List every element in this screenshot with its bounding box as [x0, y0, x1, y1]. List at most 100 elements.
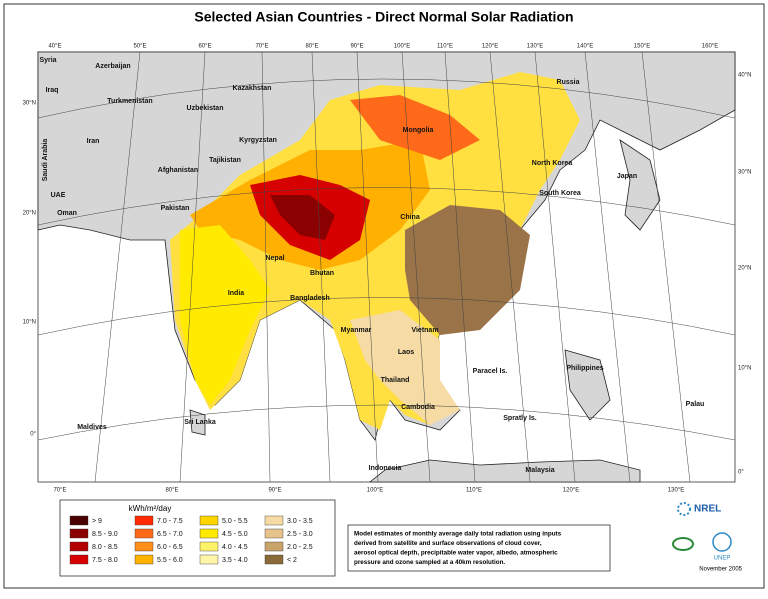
left-latitude: 0° [30, 432, 36, 438]
top-longitude: 50°E [133, 44, 146, 50]
note-box [347, 524, 611, 572]
legend-label: 5.0 - 5.5 [222, 518, 248, 525]
legend-swatch [199, 528, 219, 539]
legend-swatch [264, 541, 284, 552]
country-label: Spratly Is. [503, 415, 537, 422]
country-label: Maldives [77, 424, 107, 431]
country-label: North Korea [532, 160, 573, 167]
legend-swatch [199, 541, 219, 552]
country-label: Malaysia [525, 467, 554, 474]
legend-label: < 2 [287, 557, 297, 564]
bottom-longitude: 80°E [165, 488, 178, 494]
top-longitude: 70°E [255, 44, 268, 50]
country-label: India [228, 290, 244, 297]
top-longitude: 100°E [394, 44, 410, 50]
country-label: Japan [617, 173, 637, 180]
bottom-longitude: 70°E [53, 488, 66, 494]
top-longitude: 110°E [437, 44, 453, 50]
legend-swatch [199, 554, 219, 565]
country-label: Oman [57, 210, 77, 217]
legend-swatch [134, 528, 154, 539]
top-longitude: 140°E [577, 44, 593, 50]
legend-label: 6.5 - 7.0 [157, 531, 183, 538]
country-label: Turkmenistan [107, 98, 152, 105]
country-label: Syria [39, 57, 56, 64]
country-label: Thailand [381, 377, 410, 384]
legend-label: 7.5 - 8.0 [92, 557, 118, 564]
country-label: Azerbaijan [95, 63, 130, 70]
top-longitude: 160°E [702, 44, 718, 50]
country-label: Saudi Arabia [42, 139, 49, 182]
bottom-longitude: 110°E [466, 488, 482, 494]
frame [3, 3, 765, 589]
legend-swatch [199, 515, 219, 526]
unep-logo: UNEP [672, 532, 732, 562]
legend-label: 4.5 - 5.0 [222, 531, 248, 538]
country-label: Iran [87, 138, 100, 145]
note-line: Model estimates of monthly average daily… [354, 531, 562, 538]
map-area: Syria Azerbaijan Iraq Turkmenistan Kazakhsta… [37, 51, 736, 483]
legend-swatch [69, 554, 89, 565]
country-label: Kyrgyzstan [239, 137, 277, 144]
country-label: Uzbekistan [187, 105, 224, 112]
legend-label: 6.0 - 6.5 [157, 544, 183, 551]
legend-box [59, 499, 336, 577]
left-latitude: 10°N [23, 320, 36, 326]
legend-label: 4.0 - 4.5 [222, 544, 248, 551]
right-latitude: 0° [738, 470, 744, 476]
legend-swatch [264, 515, 284, 526]
bottom-longitude: 90°E [268, 488, 281, 494]
top-longitude: 80°E [305, 44, 318, 50]
country-label: Myanmar [341, 327, 372, 334]
country-label: Iraq [46, 87, 59, 94]
country-label: Russia [557, 79, 580, 86]
legend-label: 7.0 - 7.5 [157, 518, 183, 525]
unep-text: UNEP [714, 556, 731, 562]
bottom-longitude: 100°E [367, 488, 383, 494]
legend-label: 8.5 - 9.0 [92, 531, 118, 538]
top-longitude: 60°E [198, 44, 211, 50]
country-label: Mongolia [403, 127, 434, 134]
right-latitude: 10°N [738, 366, 751, 372]
top-longitude: 90°E [350, 44, 363, 50]
legend-label: 2.5 - 3.0 [287, 531, 313, 538]
country-label: Nepal [265, 255, 284, 262]
nrel-text: NREL [694, 504, 721, 515]
bottom-longitude: 120°E [563, 488, 579, 494]
legend-swatch [69, 541, 89, 552]
legend-title: kWh/m²/day [129, 504, 172, 513]
top-longitude: 40°E [48, 44, 61, 50]
legend-swatch [134, 541, 154, 552]
legend-swatch [134, 554, 154, 565]
note-line: derived from satellite and surface obser… [354, 540, 542, 547]
country-label: Kazakhstan [233, 85, 272, 92]
top-longitude: 150°E [634, 44, 650, 50]
title: Selected Asian Countries - Direct Normal… [194, 9, 573, 25]
date: November 2005 [699, 567, 742, 573]
legend-swatch [134, 515, 154, 526]
country-label: South Korea [539, 190, 581, 197]
left-latitude: 20°N [23, 211, 36, 217]
country-label: Bhutan [310, 270, 334, 277]
legend-swatch [69, 515, 89, 526]
country-label: Sri Lanka [184, 419, 216, 426]
left-latitude: 30°N [23, 101, 36, 107]
country-label: Indonesia [369, 465, 402, 472]
bottom-longitude: 130°E [668, 488, 684, 494]
country-label: China [400, 214, 420, 221]
legend-swatch [264, 528, 284, 539]
note-line: pressure and ozone sampled at a 40km res… [354, 559, 505, 566]
country-label: Palau [686, 401, 705, 408]
legend-label: 8.0 - 8.5 [92, 544, 118, 551]
top-longitude: 120°E [482, 44, 498, 50]
right-latitude: 20°N [738, 266, 751, 272]
nrel-logo: NREL [677, 502, 721, 516]
legend-swatch [264, 554, 284, 565]
country-label: Tajikistan [209, 157, 241, 164]
country-label: Vietnam [411, 327, 438, 334]
country-label: Pakistan [161, 205, 190, 212]
country-label: Bangladesh [290, 295, 330, 302]
legend-swatch [69, 528, 89, 539]
